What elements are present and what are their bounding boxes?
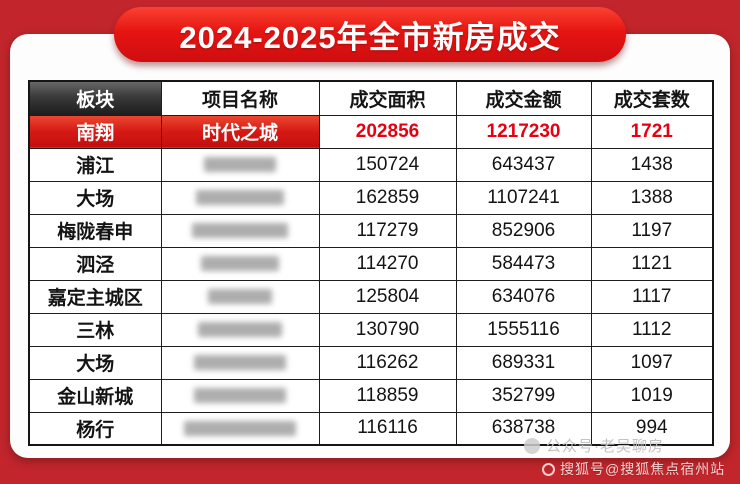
district-cell: 嘉定主城区 xyxy=(28,279,162,314)
area-cell: 150724 xyxy=(318,147,457,182)
units-cell: 1117 xyxy=(590,279,714,314)
units-cell: 1721 xyxy=(590,114,714,149)
redacted-project-name xyxy=(198,321,282,337)
table-row: 浦江 150724 643437 1438 xyxy=(28,147,714,182)
project-cell xyxy=(160,279,320,314)
table-row-highlight: 南翔 时代之城 202856 1217230 1721 xyxy=(28,114,714,149)
district-cell: 浦江 xyxy=(28,147,162,182)
redacted-project-name xyxy=(204,156,276,172)
table-row: 梅陇春申 117279 852906 1197 xyxy=(28,213,714,248)
redacted-project-name xyxy=(194,354,286,370)
col-header-project: 项目名称 xyxy=(160,80,320,116)
project-cell xyxy=(160,246,320,281)
page-title: 2024-2025年全市新房成交 xyxy=(179,20,561,55)
redacted-project-name xyxy=(194,387,286,403)
area-cell: 202856 xyxy=(318,114,457,149)
area-cell: 116262 xyxy=(318,345,457,380)
col-header-units: 成交套数 xyxy=(590,80,714,116)
amount-cell: 689331 xyxy=(455,345,592,380)
project-cell xyxy=(160,147,320,182)
amount-cell: 1217230 xyxy=(455,114,592,149)
project-cell xyxy=(160,180,320,215)
table-row: 大场 162859 1107241 1388 xyxy=(28,180,714,215)
amount-cell: 634076 xyxy=(455,279,592,314)
amount-cell: 852906 xyxy=(455,213,592,248)
table-row: 大场 116262 689331 1097 xyxy=(28,345,714,380)
project-cell xyxy=(160,345,320,380)
account-logo-icon xyxy=(524,437,540,454)
table-row: 泗泾 114270 584473 1121 xyxy=(28,246,714,281)
col-header-district: 板块 xyxy=(28,80,162,116)
project-cell xyxy=(160,378,320,413)
units-cell: 1019 xyxy=(590,378,714,413)
watermark-source: 搜狐号@搜狐焦点宿州站 xyxy=(542,459,725,479)
units-cell: 1097 xyxy=(590,345,714,380)
district-cell: 金山新城 xyxy=(28,378,162,413)
area-cell: 116116 xyxy=(318,411,457,446)
district-cell: 杨行 xyxy=(28,411,162,446)
project-cell xyxy=(160,411,320,446)
district-cell: 大场 xyxy=(28,345,162,380)
project-cell: 时代之城 xyxy=(160,114,320,149)
watermark-account: 公众号·老吴聊房 xyxy=(524,435,664,456)
units-cell: 1438 xyxy=(590,147,714,182)
area-cell: 117279 xyxy=(318,213,457,248)
units-cell: 1121 xyxy=(590,246,714,281)
table-row: 嘉定主城区 125804 634076 1117 xyxy=(28,279,714,314)
watermark-source-text: 搜狐号@搜狐焦点宿州站 xyxy=(560,461,726,477)
redacted-project-name xyxy=(184,420,296,436)
redacted-project-name xyxy=(196,189,284,205)
amount-cell: 638738 xyxy=(455,411,592,446)
transactions-table: 板块 项目名称 成交面积 成交金额 成交套数 南翔 时代之城 202856 12… xyxy=(28,80,714,446)
amount-cell: 1555116 xyxy=(455,312,592,347)
area-cell: 118859 xyxy=(318,378,457,413)
project-cell xyxy=(160,312,320,347)
amount-cell: 643437 xyxy=(455,147,592,182)
units-cell: 994 xyxy=(590,411,714,446)
table-row: 三林 130790 1555116 1112 xyxy=(28,312,714,347)
area-cell: 114270 xyxy=(318,246,457,281)
amount-cell: 584473 xyxy=(455,246,592,281)
col-header-area: 成交面积 xyxy=(318,80,457,116)
units-cell: 1388 xyxy=(590,180,714,215)
amount-cell: 1107241 xyxy=(455,180,592,215)
district-cell: 南翔 xyxy=(28,114,162,149)
redacted-project-name xyxy=(208,288,272,304)
table-row: 金山新城 118859 352799 1019 xyxy=(28,378,714,413)
area-cell: 162859 xyxy=(318,180,457,215)
watermark-account-text: 公众号·老吴聊房 xyxy=(546,438,664,455)
title-banner: 2024-2025年全市新房成交 xyxy=(114,7,626,62)
units-cell: 1112 xyxy=(590,312,714,347)
source-logo-icon xyxy=(542,462,555,476)
district-cell: 泗泾 xyxy=(28,246,162,281)
redacted-project-name xyxy=(192,222,288,238)
table-header-row: 板块 项目名称 成交面积 成交金额 成交套数 xyxy=(28,80,714,116)
area-cell: 130790 xyxy=(318,312,457,347)
amount-cell: 352799 xyxy=(455,378,592,413)
col-header-amount: 成交金额 xyxy=(455,80,592,116)
area-cell: 125804 xyxy=(318,279,457,314)
district-cell: 三林 xyxy=(28,312,162,347)
redacted-project-name xyxy=(201,255,279,271)
project-cell xyxy=(160,213,320,248)
district-cell: 梅陇春申 xyxy=(28,213,162,248)
district-cell: 大场 xyxy=(28,180,162,215)
table-row: 杨行 116116 638738 994 xyxy=(28,411,714,446)
units-cell: 1197 xyxy=(590,213,714,248)
